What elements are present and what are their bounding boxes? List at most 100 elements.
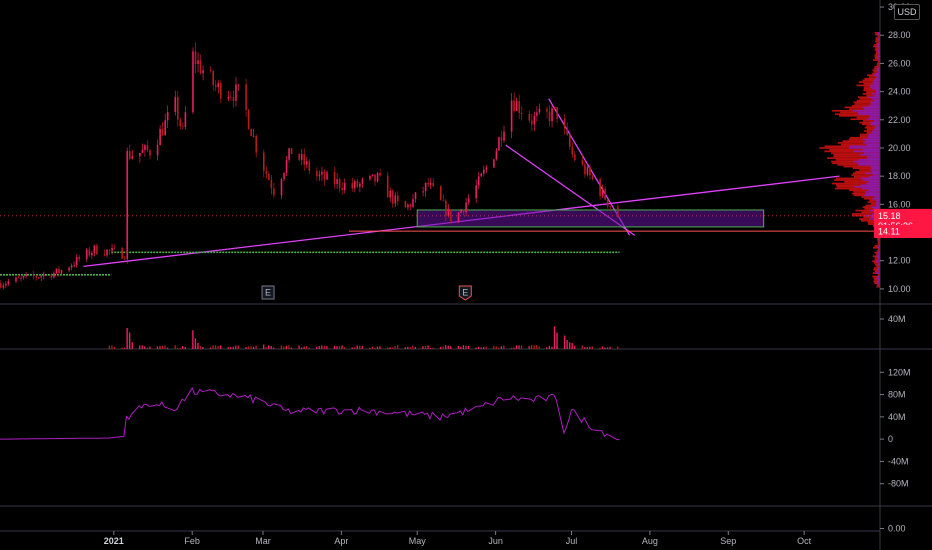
candle-body: [308, 161, 311, 171]
volume-bar: [371, 346, 374, 349]
candle-body: [131, 156, 134, 159]
candle-body: [197, 60, 199, 64]
profile-bar: [842, 140, 880, 143]
volume-bar: [599, 347, 601, 349]
candle-body: [462, 210, 465, 213]
candle-body: [96, 245, 98, 255]
profile-bar-inner: [871, 167, 880, 170]
profile-bar-inner: [876, 45, 880, 48]
candle-body: [336, 179, 338, 185]
profile-bar: [873, 59, 880, 61]
candle-body: [546, 108, 548, 112]
profile-bar-inner: [876, 69, 880, 72]
profile-bar: [834, 179, 880, 181]
candle-body: [574, 154, 576, 161]
volume-spike: [194, 338, 197, 349]
profile-bar-inner: [878, 262, 880, 264]
profile-bar: [877, 273, 880, 276]
price-tick-label: 18.00: [888, 171, 911, 181]
candle-body: [414, 192, 417, 199]
profile-bar-inner: [866, 157, 880, 159]
profile-bar: [872, 275, 880, 278]
candle-body: [477, 176, 480, 186]
profile-bar-inner: [877, 282, 880, 285]
volume-bar: [589, 346, 591, 349]
oscillator-tick-label: 0: [888, 434, 893, 444]
volume-spike: [262, 344, 265, 349]
earnings-marker-label: E: [462, 288, 468, 298]
volume-bar: [113, 346, 116, 349]
level-label: 14.11: [878, 226, 900, 236]
volume-bar: [606, 347, 609, 349]
volume-spike: [563, 335, 566, 349]
volume-bar: [303, 346, 305, 349]
earnings-marker-1[interactable]: E: [458, 285, 472, 301]
profile-bar: [877, 35, 880, 38]
profile-bar: [844, 180, 880, 183]
candle-body: [300, 154, 303, 160]
candle-body: [179, 119, 182, 127]
candle-body: [73, 265, 75, 266]
volume-bar: [581, 345, 583, 349]
profile-bar: [852, 167, 880, 170]
candle-body: [397, 195, 399, 202]
profile-bar: [877, 248, 880, 251]
profile-bar: [877, 238, 880, 241]
earnings-marker-0[interactable]: E: [261, 285, 275, 300]
profile-bar-inner: [864, 108, 880, 110]
profile-bar: [876, 64, 880, 66]
volume-spike: [126, 328, 128, 349]
volume-bar: [265, 347, 267, 349]
currency-button[interactable]: USD: [894, 4, 920, 20]
profile-bar-inner: [875, 199, 880, 202]
candle-body: [103, 254, 106, 256]
profile-bar-inner: [875, 126, 880, 129]
candle-body: [412, 198, 414, 207]
profile-bar: [849, 136, 880, 139]
candle-body: [220, 82, 222, 99]
candle-body: [531, 120, 533, 125]
profile-bar-inner: [862, 106, 880, 109]
profile-bar: [856, 84, 880, 87]
candle-body: [20, 277, 22, 279]
profile-bar: [860, 219, 880, 222]
drawings-layer[interactable]: [0, 98, 880, 276]
volume-bar: [503, 345, 505, 349]
oscillator-tick-label: -40M: [888, 456, 909, 466]
candle-body: [17, 277, 20, 279]
volume-bar: [531, 345, 533, 349]
volume-spike: [553, 326, 556, 349]
lower-tick-label: 0.00: [888, 524, 906, 534]
candle-body: [255, 135, 258, 153]
candle-body: [305, 161, 308, 165]
profile-bar-inner: [862, 187, 880, 190]
profile-bar: [875, 47, 880, 50]
profile-bar-inner: [873, 79, 880, 82]
candle-body: [265, 170, 268, 174]
oscillator-path: [0, 386, 620, 441]
volume-bar: [164, 345, 166, 349]
profile-bar-inner: [878, 42, 880, 44]
profile-bar-inner: [870, 165, 880, 168]
candle-body: [146, 145, 149, 151]
candle-body: [75, 257, 78, 266]
price-tick-label: 12.00: [888, 256, 911, 266]
profile-bar-inner: [865, 191, 880, 193]
volume-bar: [376, 346, 379, 349]
profile-bar-inner: [869, 84, 880, 87]
profile-bar: [874, 270, 880, 273]
profile-bar-inner: [871, 98, 880, 100]
profile-bar: [855, 170, 880, 173]
candle-body: [589, 167, 591, 176]
profile-bar-inner: [856, 162, 880, 165]
profile-bar-inner: [876, 201, 880, 203]
profile-bar: [877, 60, 880, 63]
candle-body: [432, 182, 435, 187]
profile-bar: [851, 213, 880, 215]
volume-bar: [217, 346, 219, 349]
volume-bar: [447, 345, 449, 349]
volume-bar: [601, 346, 604, 349]
volume-bar: [429, 347, 432, 349]
